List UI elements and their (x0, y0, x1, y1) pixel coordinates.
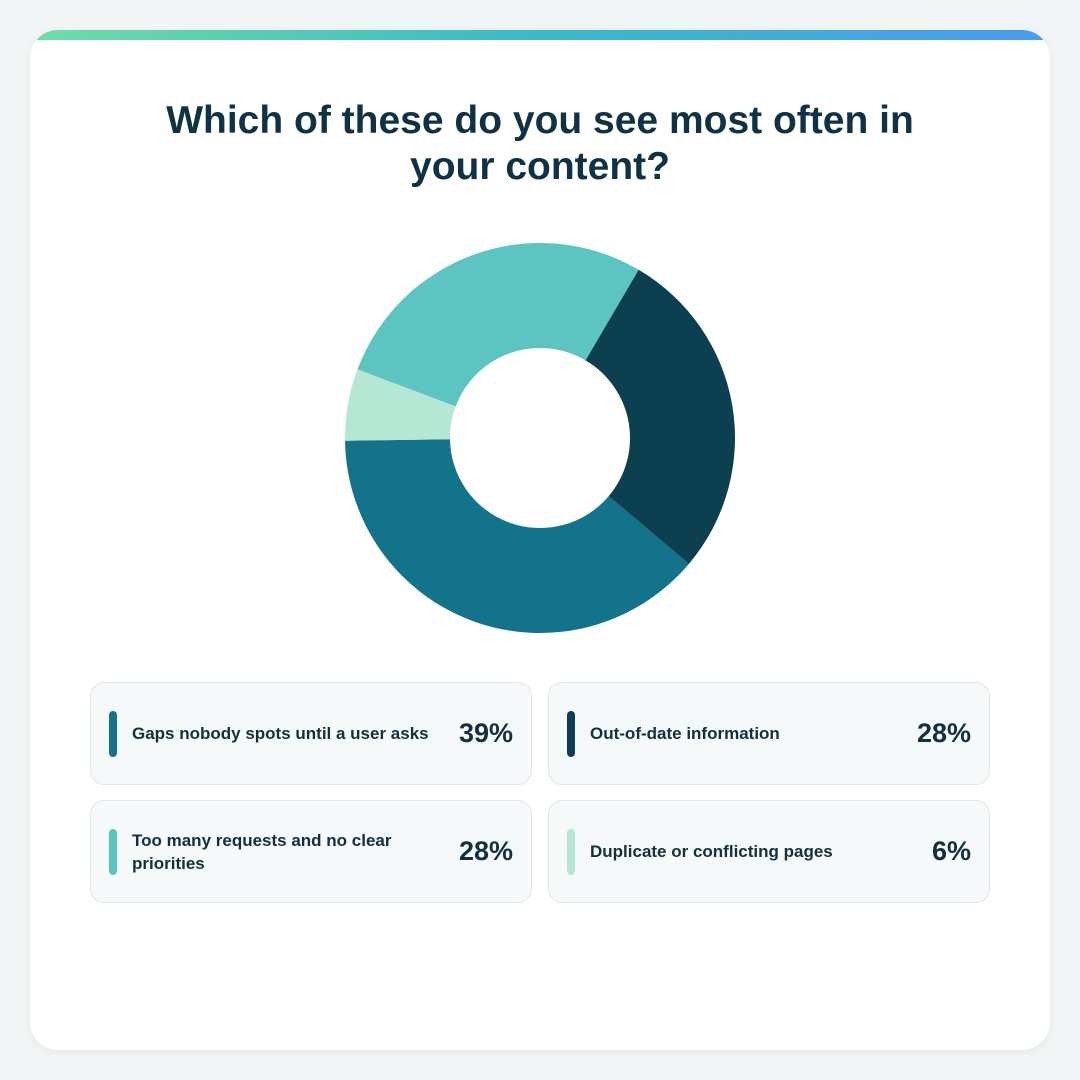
donut-chart (345, 242, 736, 634)
legend-value: 28% (916, 718, 971, 748)
legend-value: 6% (931, 836, 971, 866)
donut-segment (345, 439, 689, 634)
legend-swatch (109, 829, 117, 875)
chart-card: Which of these do you see most often in … (30, 30, 1050, 1050)
legend-item: Gaps nobody spots until a user asks 39% (90, 682, 532, 785)
legend-label: Gaps nobody spots until a user asks (132, 724, 429, 743)
donut-segment (357, 242, 639, 407)
legend-label: Out-of-date information (590, 724, 780, 743)
donut-segment (585, 269, 736, 564)
legend-label: Too many requests and no clear prioritie… (132, 830, 392, 873)
accent-bar (30, 30, 1050, 40)
legend-value: 39% (458, 718, 513, 748)
legend-item: Too many requests and no clear prioritie… (90, 800, 532, 903)
donut-segment (345, 369, 456, 441)
legend-value: 28% (458, 836, 513, 866)
legend-item: Out-of-date information 28% (548, 682, 990, 785)
legend-swatch (567, 829, 575, 875)
legend-swatch (109, 711, 117, 757)
legend-item: Duplicate or conflicting pages 6% (548, 800, 990, 903)
chart-title: Which of these do you see most often in … (166, 99, 914, 188)
legend-swatch (567, 711, 575, 757)
legend-label: Duplicate or conflicting pages (590, 842, 833, 861)
